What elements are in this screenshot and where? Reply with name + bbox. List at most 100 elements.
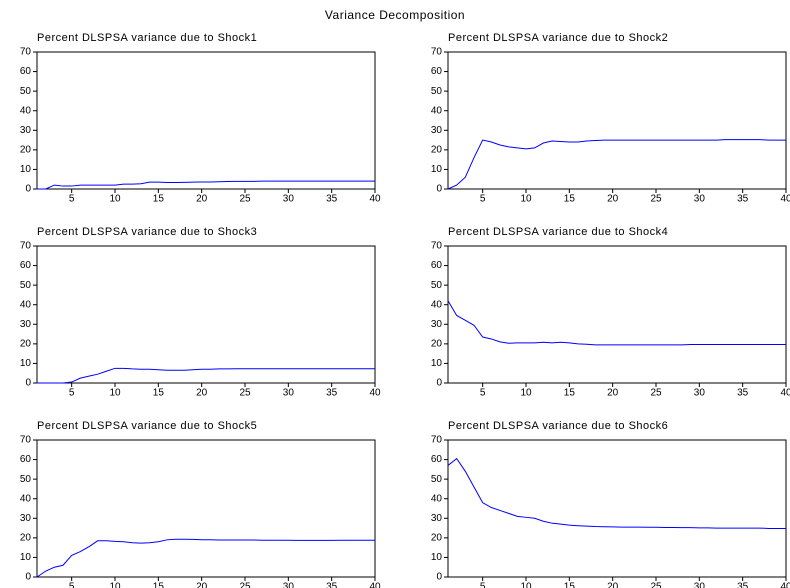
subplot: Percent DLSPSA variance due to Shock3010… bbox=[20, 226, 381, 399]
y-tick-label: 30 bbox=[431, 513, 443, 524]
subplot-title: Percent DLSPSA variance due to Shock5 bbox=[37, 420, 257, 432]
plot-frame bbox=[37, 440, 375, 577]
y-tick-label: 70 bbox=[20, 435, 32, 446]
y-tick-label: 0 bbox=[436, 378, 442, 389]
subplot: Percent DLSPSA variance due to Shock5 0 10… bbox=[20, 420, 381, 588]
x-tick-label: 40 bbox=[369, 582, 381, 588]
x-tick-label: 25 bbox=[650, 388, 662, 399]
chart: Variance Decomposition Percent DLSPSA va… bbox=[0, 0, 790, 588]
x-tick-label: 35 bbox=[326, 582, 338, 588]
x-tick-label: 30 bbox=[694, 194, 706, 205]
x-tick-label: 40 bbox=[369, 194, 381, 205]
x-tick-label: 40 bbox=[780, 194, 790, 205]
data-line bbox=[37, 539, 375, 577]
subplot: Percent DLSPSA variance due to Shock2 0 10… bbox=[431, 32, 790, 205]
y-tick-label: 60 bbox=[20, 260, 32, 271]
x-tick-label: 35 bbox=[737, 582, 749, 588]
subplot: Percent DLSPSA variance due to Shock1 0 10… bbox=[20, 32, 381, 205]
y-tick-label: 60 bbox=[431, 454, 443, 465]
y-tick-label: 70 bbox=[20, 47, 32, 58]
plot-frame bbox=[37, 52, 375, 189]
y-tick-label: 60 bbox=[431, 66, 443, 77]
x-tick-label: 10 bbox=[520, 194, 532, 205]
subplot-title: Percent DLSPSA variance due to Shock1 bbox=[37, 32, 257, 44]
subplot: Percent DLSPSA variance due to Shock6010… bbox=[431, 420, 790, 588]
x-tick-label: 20 bbox=[607, 194, 619, 205]
y-tick-label: 10 bbox=[20, 552, 32, 563]
x-tick-label: 10 bbox=[109, 194, 121, 205]
x-tick-label: 35 bbox=[737, 194, 749, 205]
x-tick-label: 20 bbox=[607, 388, 619, 399]
x-tick-label: 15 bbox=[564, 388, 576, 399]
x-tick-label: 40 bbox=[780, 582, 790, 588]
y-tick-label: 50 bbox=[20, 86, 32, 97]
x-tick-label: 25 bbox=[650, 194, 662, 205]
y-tick-label: 60 bbox=[20, 454, 32, 465]
y-tick-label: 20 bbox=[431, 532, 443, 543]
x-tick-label: 25 bbox=[239, 194, 251, 205]
y-tick-label: 70 bbox=[431, 47, 443, 58]
data-line bbox=[448, 459, 786, 529]
y-tick-label: 20 bbox=[20, 338, 32, 349]
y-tick-label: 40 bbox=[431, 493, 443, 504]
y-tick-label: 50 bbox=[20, 474, 32, 485]
x-tick-label: 15 bbox=[153, 388, 165, 399]
y-tick-label: 30 bbox=[20, 513, 32, 524]
chart-title: Variance Decomposition bbox=[325, 8, 465, 22]
y-tick-label: 10 bbox=[431, 552, 443, 563]
y-tick-label: 60 bbox=[431, 260, 443, 271]
y-tick-label: 40 bbox=[431, 105, 443, 116]
x-tick-label: 25 bbox=[239, 388, 251, 399]
y-tick-label: 70 bbox=[431, 241, 443, 252]
y-tick-label: 70 bbox=[20, 241, 32, 252]
x-tick-label: 30 bbox=[283, 582, 295, 588]
x-tick-label: 35 bbox=[737, 388, 749, 399]
y-tick-label: 40 bbox=[20, 105, 32, 116]
y-tick-label: 40 bbox=[20, 299, 32, 310]
y-tick-label: 50 bbox=[431, 86, 443, 97]
y-tick-label: 20 bbox=[20, 532, 32, 543]
y-tick-label: 70 bbox=[431, 435, 443, 446]
x-tick-label: 20 bbox=[607, 582, 619, 588]
data-line bbox=[37, 368, 375, 383]
x-tick-label: 30 bbox=[694, 582, 706, 588]
x-tick-label: 15 bbox=[564, 194, 576, 205]
x-tick-label: 25 bbox=[650, 582, 662, 588]
x-tick-label: 30 bbox=[283, 194, 295, 205]
y-tick-label: 10 bbox=[431, 164, 443, 175]
data-line bbox=[448, 301, 786, 345]
y-tick-label: 40 bbox=[20, 493, 32, 504]
y-tick-label: 30 bbox=[20, 125, 32, 136]
y-tick-label: 20 bbox=[431, 144, 443, 155]
x-tick-label: 40 bbox=[369, 388, 381, 399]
x-tick-label: 25 bbox=[239, 582, 251, 588]
x-tick-label: 10 bbox=[520, 582, 532, 588]
y-tick-label: 50 bbox=[20, 280, 32, 291]
x-tick-label: 5 bbox=[69, 388, 75, 399]
x-tick-label: 35 bbox=[326, 388, 338, 399]
data-line bbox=[448, 140, 786, 189]
y-tick-label: 10 bbox=[431, 358, 443, 369]
y-tick-label: 50 bbox=[431, 280, 443, 291]
x-tick-label: 15 bbox=[153, 582, 165, 588]
x-tick-label: 30 bbox=[283, 388, 295, 399]
y-tick-label: 0 bbox=[25, 572, 31, 583]
y-tick-label: 10 bbox=[20, 164, 32, 175]
plot-frame bbox=[448, 246, 786, 383]
subplot-title: Percent DLSPSA variance due to Shock4 bbox=[448, 226, 668, 238]
x-tick-label: 10 bbox=[109, 388, 121, 399]
x-tick-label: 40 bbox=[780, 388, 790, 399]
x-tick-label: 5 bbox=[480, 582, 486, 588]
subplot: Percent DLSPSA variance due to Shock4 0 10… bbox=[431, 226, 790, 399]
x-tick-label: 15 bbox=[153, 194, 165, 205]
y-tick-label: 60 bbox=[20, 66, 32, 77]
y-tick-label: 20 bbox=[431, 338, 443, 349]
subplot-title: Percent DLSPSA variance due to Shock2 bbox=[448, 32, 668, 44]
plot-frame bbox=[448, 440, 786, 577]
y-tick-label: 40 bbox=[431, 299, 443, 310]
data-line bbox=[37, 181, 375, 189]
y-tick-label: 0 bbox=[436, 184, 442, 195]
y-tick-label: 30 bbox=[20, 319, 32, 330]
y-tick-label: 0 bbox=[25, 184, 31, 195]
x-tick-label: 35 bbox=[326, 194, 338, 205]
